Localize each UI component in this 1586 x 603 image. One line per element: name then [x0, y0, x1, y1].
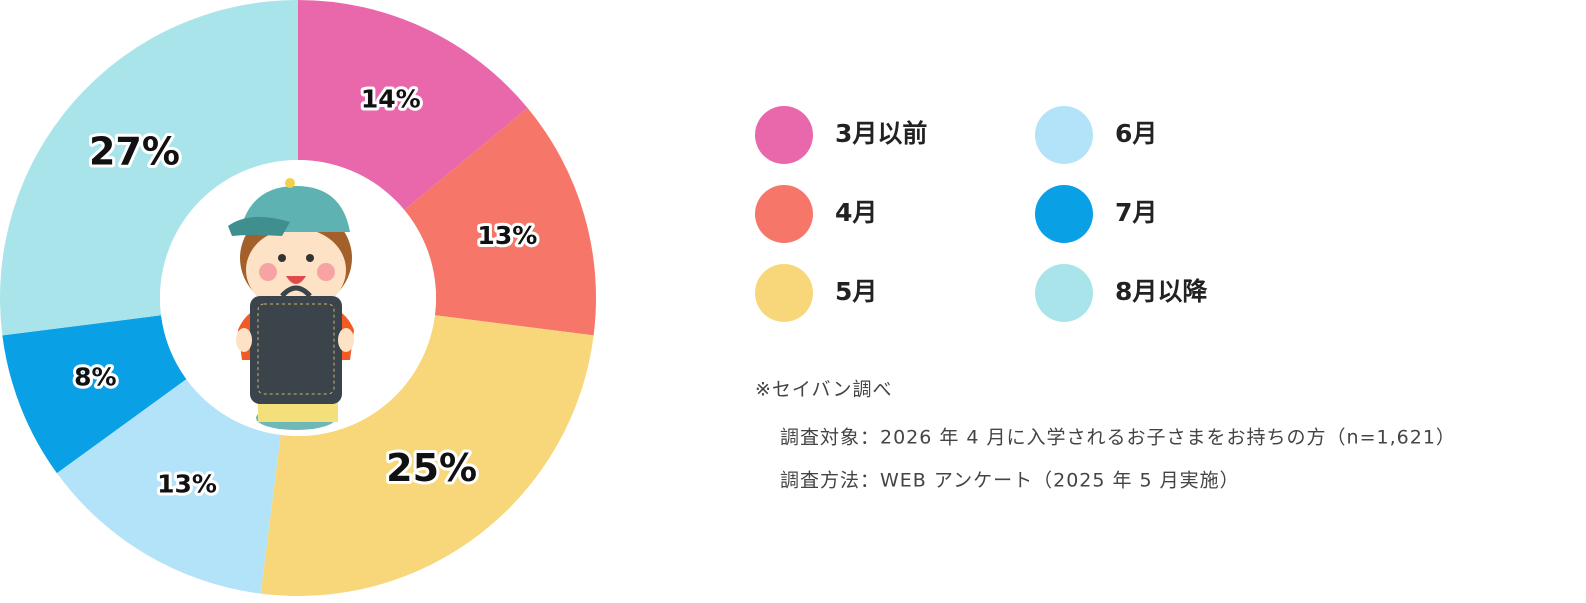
slice — [404, 108, 597, 336]
legend-swatch — [755, 264, 813, 322]
slice — [0, 0, 298, 336]
legend-label: 6月 — [1115, 119, 1157, 148]
note: 調査対象：2026 年 4 月に入学されるお子さまをお持ちの方（n=1,621） — [780, 427, 1456, 449]
legend-label: 3月以前 — [835, 119, 927, 148]
data-label: 14% — [361, 85, 421, 114]
legend-swatch — [755, 106, 813, 164]
slice — [56, 379, 281, 594]
legend-label: 4月 — [835, 198, 877, 227]
legend: 3月以前 4月 5月 6月 7月 8月以降 — [755, 106, 1208, 322]
donut — [0, 0, 597, 596]
legend-swatch — [1035, 106, 1093, 164]
legend-swatch — [1035, 264, 1093, 322]
illustration — [160, 160, 436, 436]
note: 調査方法：WEB アンケート（2025 年 5 月実施） — [780, 470, 1240, 492]
slice — [2, 315, 187, 474]
legend-label: 7月 — [1115, 198, 1157, 227]
data-label: 13% — [477, 221, 537, 250]
legend-swatch — [1035, 185, 1093, 243]
data-label: 8% — [74, 362, 116, 391]
legend-label: 8月以降 — [1115, 277, 1208, 306]
data-label: 25% — [386, 446, 477, 490]
slice — [298, 0, 528, 211]
slice — [260, 315, 594, 596]
note: ※セイバン調べ — [755, 379, 893, 401]
legend-swatch — [755, 185, 813, 243]
legend-label: 5月 — [835, 277, 877, 306]
data-label: 13% — [157, 470, 217, 499]
data-label: 27% — [89, 129, 180, 173]
